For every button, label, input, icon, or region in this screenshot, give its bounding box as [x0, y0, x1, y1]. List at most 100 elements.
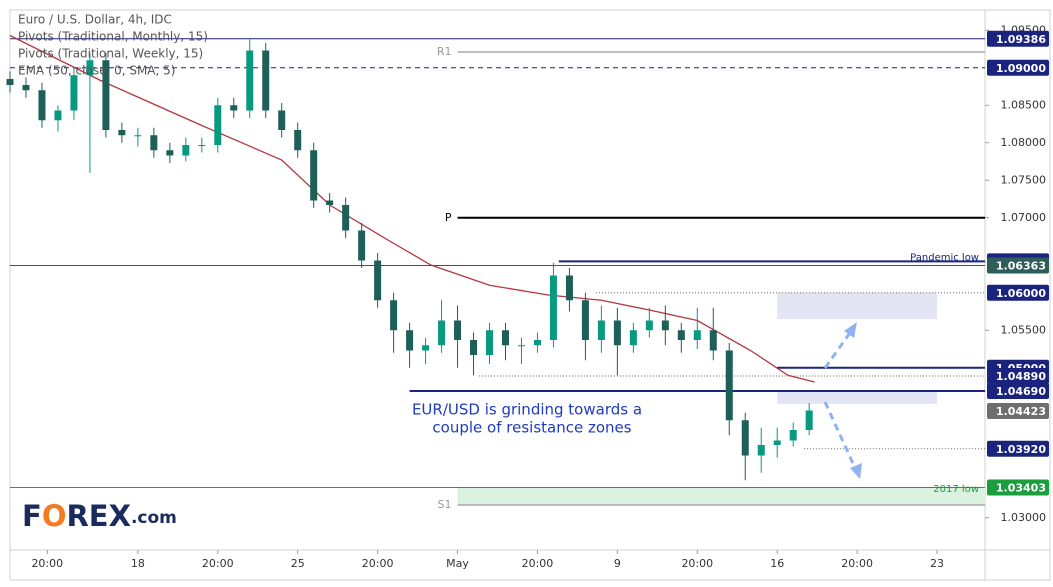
arrow-up-head	[844, 322, 857, 338]
price-tag-label: 1.03920	[996, 443, 1046, 456]
price-tag-label: 1.04423	[996, 405, 1046, 418]
zone	[457, 487, 985, 505]
indicator-label: EMA (50, close, 0, SMA, 5)	[18, 64, 175, 78]
logo: FOREX.com	[22, 499, 177, 533]
arrow-up	[823, 329, 854, 369]
x-tick-label: 20:00	[31, 557, 63, 570]
x-tick-label: 25	[291, 557, 305, 570]
candle-body	[597, 320, 605, 340]
candle-body	[342, 205, 350, 231]
candle-body	[470, 340, 478, 355]
arrow-down	[823, 401, 858, 471]
candle-body	[102, 60, 110, 130]
x-tick-label: 20:00	[681, 557, 713, 570]
candle-body	[805, 410, 813, 430]
candle-body	[581, 300, 589, 340]
indicator-label: Pivots (Traditional, Monthly, 15)	[18, 30, 208, 44]
candle-body	[533, 340, 541, 346]
price-tag	[987, 284, 1049, 301]
annotation: EUR/USD is grinding towards a	[412, 401, 642, 419]
candle-body	[278, 110, 286, 130]
candle-body	[262, 50, 270, 111]
price-tag	[987, 383, 1049, 399]
candle-body	[773, 440, 781, 445]
logo-part: F	[22, 499, 42, 533]
logo-part: .com	[131, 508, 177, 528]
frame	[9, 9, 1051, 581]
price-tag-label: 1.06363	[996, 260, 1046, 273]
pivot-label: P	[445, 211, 452, 224]
zone	[777, 391, 938, 404]
price-tag	[987, 479, 1049, 496]
candle-body	[406, 330, 414, 351]
candle-body	[422, 345, 430, 351]
candle-body	[358, 230, 366, 261]
pivot-label: R1	[437, 45, 452, 58]
chart-title: Euro / U.S. Dollar, 4h, IDC	[18, 13, 172, 27]
logo-part: REX	[66, 499, 131, 533]
arrow-down-head	[850, 463, 862, 479]
candle-body	[454, 320, 462, 340]
plot: 1.095001.085001.080001.075001.070001.055…	[6, 23, 1049, 570]
x-tick-label: 9	[614, 557, 621, 570]
price-tag	[987, 440, 1049, 457]
y-tick-label: 1.07500	[1001, 173, 1047, 186]
zone	[777, 292, 938, 319]
price-tag	[987, 403, 1049, 420]
candle-body	[38, 90, 46, 121]
price-tag	[987, 30, 1049, 47]
x-tick-label: 20:00	[522, 557, 554, 570]
candle-body	[741, 420, 749, 456]
candle-body	[326, 200, 334, 205]
candle-body	[182, 145, 190, 156]
candle-body	[390, 300, 398, 331]
candle-body	[214, 105, 222, 145]
candle-body	[166, 150, 174, 156]
candle-body	[230, 105, 238, 111]
candle-body	[709, 330, 717, 351]
candle-body	[86, 60, 94, 76]
candle-body	[613, 320, 621, 346]
candle-body	[645, 320, 653, 331]
y-tick-label: 1.08000	[1001, 136, 1047, 149]
level-marker: Pandemic low	[910, 253, 979, 264]
pivot-label: S1	[438, 498, 452, 511]
price-tag	[987, 257, 1049, 274]
x-tick-label: 18	[131, 557, 145, 570]
candle-body	[118, 130, 126, 136]
candle-body	[70, 75, 78, 111]
price-tag-label: 1.04690	[996, 385, 1046, 398]
candle-body	[54, 110, 62, 121]
annotation: couple of resistance zones	[432, 419, 631, 437]
price-tag-label: 1.09000	[996, 62, 1046, 75]
x-tick-label: 16	[770, 557, 784, 570]
candle-body	[565, 275, 573, 301]
y-tick-label: 1.07000	[1001, 211, 1047, 224]
candle-body	[693, 330, 701, 340]
ema-line	[9, 34, 815, 383]
candle-body	[629, 330, 637, 346]
candle-body	[789, 430, 797, 441]
x-tick-label: 20:00	[841, 557, 873, 570]
candle-body	[198, 145, 206, 146]
candle-body	[677, 330, 685, 340]
price-tag-label: 1.03403	[996, 482, 1046, 495]
candle-body	[22, 85, 30, 91]
price-tag	[987, 368, 1049, 384]
candle-body	[438, 320, 446, 346]
candle-body	[549, 275, 557, 340]
candle-body	[757, 445, 765, 456]
y-tick-label: 1.03000	[1001, 511, 1047, 524]
x-tick-label: May	[446, 557, 469, 570]
indicator-label: Pivots (Traditional, Weekly, 15)	[18, 47, 203, 61]
candle-body	[310, 150, 318, 201]
candle-body	[246, 50, 254, 111]
candle-body	[486, 330, 494, 355]
candle-body	[517, 345, 525, 347]
candle-body	[374, 260, 382, 301]
candle-body	[501, 330, 509, 346]
y-tick-label: 1.05500	[1001, 323, 1047, 336]
x-tick-label: 20:00	[362, 557, 394, 570]
